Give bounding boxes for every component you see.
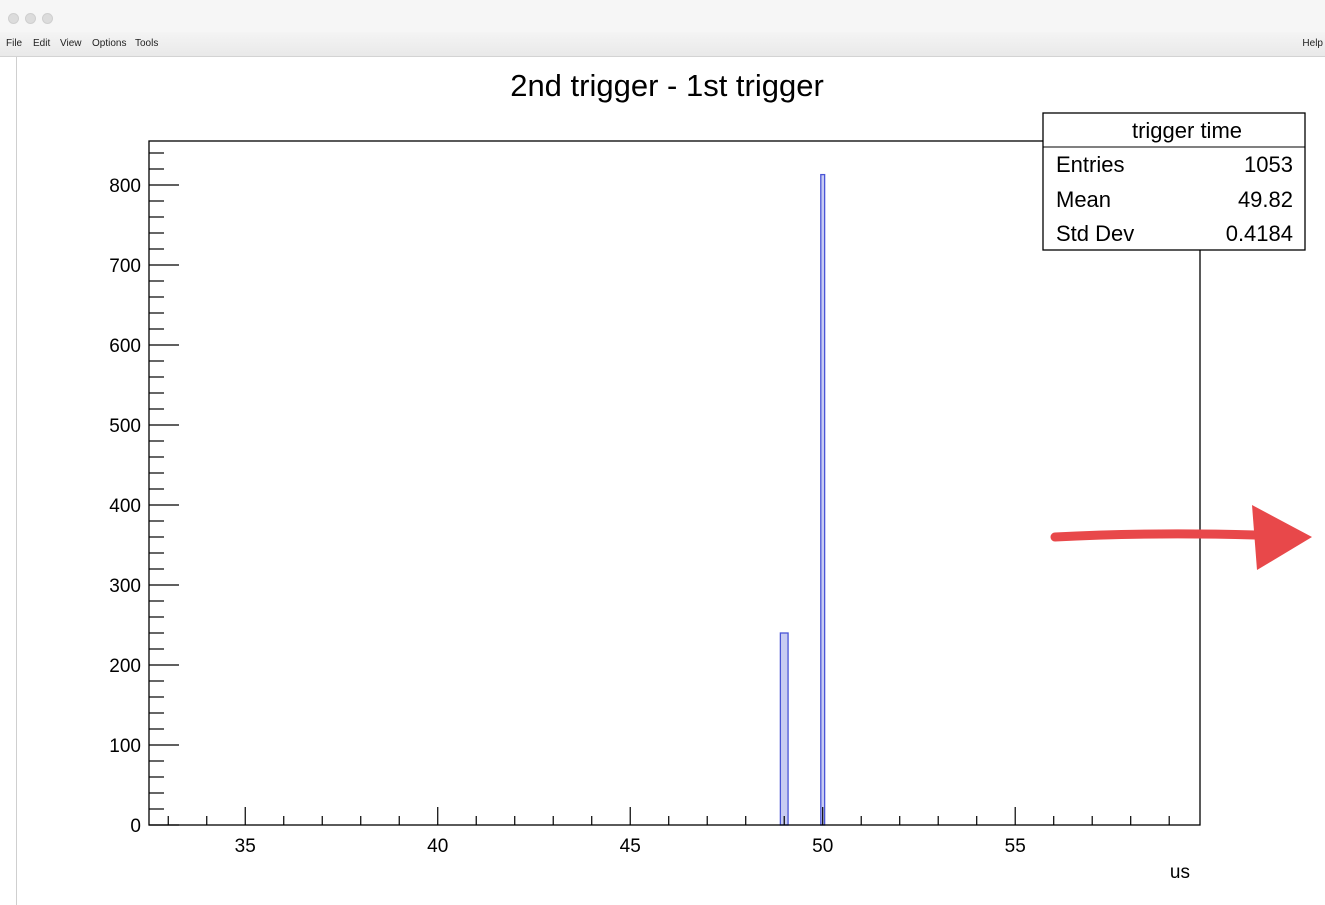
y-tick-label: 600 xyxy=(109,336,141,357)
annotation-arrow-head xyxy=(1252,505,1312,570)
stats-label-entries: Entries xyxy=(1056,152,1124,177)
canvas-border xyxy=(16,57,17,905)
menu-bar: File Edit View Options Tools Help xyxy=(0,32,1325,57)
menu-edit[interactable]: Edit xyxy=(33,38,51,49)
menu-tools[interactable]: Tools xyxy=(135,38,159,49)
stats-value-entries: 1053 xyxy=(1244,152,1293,177)
y-tick-label: 300 xyxy=(109,576,141,597)
annotation-arrow-shaft xyxy=(1050,529,1260,542)
y-tick-label: 500 xyxy=(109,416,141,437)
window-zoom-button[interactable] xyxy=(42,13,53,24)
x-axis-label: us xyxy=(1170,862,1190,883)
y-tick-label: 0 xyxy=(130,816,141,837)
stats-label-mean: Mean xyxy=(1056,187,1111,212)
y-tick-label: 700 xyxy=(109,256,141,277)
y-axis: 0 100 200 300 400 500 600 700 800 xyxy=(109,152,179,837)
stats-title: trigger time xyxy=(1132,118,1242,143)
menu-file[interactable]: File xyxy=(6,38,23,49)
plot-frame xyxy=(148,140,1201,826)
y-tick-label: 400 xyxy=(109,496,141,517)
window-minimize-button[interactable] xyxy=(25,13,36,24)
x-tick-label: 45 xyxy=(620,836,641,857)
chart-title: 2nd trigger - 1st trigger xyxy=(510,68,824,103)
x-tick-label: 35 xyxy=(235,836,256,857)
x-tick-label: 40 xyxy=(427,836,448,857)
stats-box-frame xyxy=(1042,112,1306,251)
menu-help[interactable]: Help xyxy=(1302,38,1323,49)
y-tick-label: 200 xyxy=(109,656,141,677)
stats-value-mean: 49.82 xyxy=(1238,187,1293,212)
histogram-bin-0 xyxy=(779,632,789,826)
window-close-button[interactable] xyxy=(8,13,19,24)
stats-box[interactable]: trigger time Entries 1053 Mean 49.82 Std… xyxy=(1042,112,1306,251)
stats-value-stddev: 0.4184 xyxy=(1226,221,1293,246)
y-tick-label: 100 xyxy=(109,736,141,757)
menu-view[interactable]: View xyxy=(60,38,82,49)
histogram-bin-1 xyxy=(820,173,826,826)
window-titlebar xyxy=(0,0,1325,32)
x-tick-label: 50 xyxy=(812,836,833,857)
menu-options[interactable]: Options xyxy=(92,38,127,49)
x-axis: 35 40 45 50 55 xyxy=(167,807,1170,857)
annotation-arrow xyxy=(1050,505,1312,570)
y-tick-label: 800 xyxy=(109,176,141,197)
stats-label-stddev: Std Dev xyxy=(1056,221,1134,246)
histogram-bins xyxy=(779,173,826,826)
x-tick-label: 55 xyxy=(1005,836,1026,857)
